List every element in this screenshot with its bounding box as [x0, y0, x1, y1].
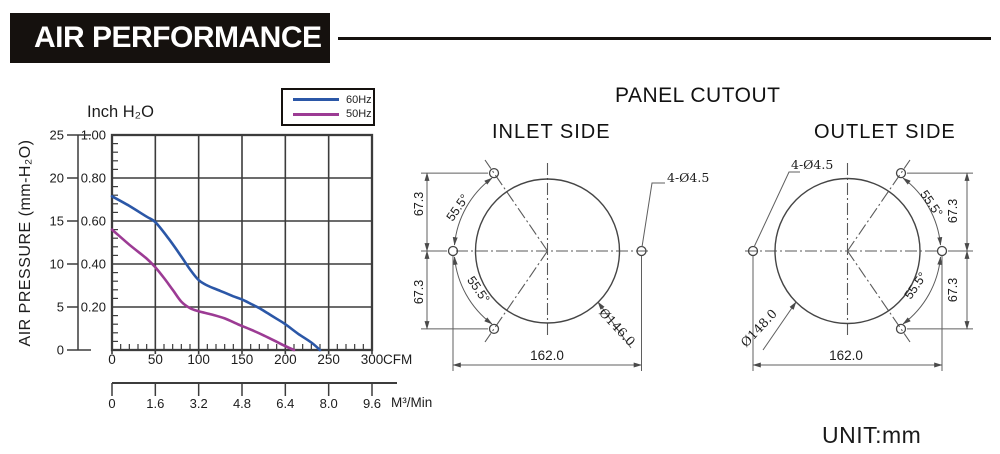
- svg-text:8.0: 8.0: [320, 396, 338, 411]
- header-banner: AIR PERFORMANCE: [10, 13, 330, 63]
- unit-label: UNIT:mm: [822, 422, 922, 448]
- outlet-diameter-label: Ø148.0: [738, 306, 780, 350]
- svg-text:4.8: 4.8: [233, 396, 251, 411]
- svg-text:0: 0: [108, 352, 116, 367]
- svg-text:10: 10: [50, 257, 64, 272]
- svg-text:0.20: 0.20: [81, 300, 106, 315]
- svg-text:0.40: 0.40: [81, 257, 106, 272]
- svg-text:1.00: 1.00: [81, 128, 106, 143]
- inlet-centerlines: [456, 159, 650, 343]
- curve-60hz: [110, 195, 322, 352]
- inlet-angle-arcs: [452, 177, 493, 325]
- cfm-axis-label: CFM: [383, 352, 412, 367]
- inch-axis-title: Inch H₂O: [87, 103, 154, 121]
- svg-text:6.4: 6.4: [276, 396, 294, 411]
- legend-item-50hz: 50Hz: [293, 107, 372, 121]
- svg-text:0.80: 0.80: [81, 171, 106, 186]
- m3min-axis-label: M³/Min: [391, 395, 432, 410]
- outlet-drawing: 67.3 67.3 55.5° 55.5° 4-Ø4.5 Ø148.0 162.…: [738, 157, 973, 371]
- outlet-mounting-holes: [747, 167, 948, 335]
- legend-item-60hz: 60Hz: [293, 93, 372, 107]
- page-title: AIR PERFORMANCE: [34, 21, 322, 54]
- outlet-vertical-dim-top: 67.3: [946, 199, 960, 223]
- outlet-cutout-circle: [774, 177, 921, 325]
- svg-text:0: 0: [57, 343, 64, 358]
- inlet-cutout-circle: [474, 178, 621, 324]
- svg-text:15: 15: [50, 214, 64, 229]
- svg-text:5: 5: [57, 300, 64, 315]
- svg-text:200: 200: [274, 352, 297, 367]
- inlet-mounting-holes: [447, 167, 647, 335]
- svg-text:0.60: 0.60: [81, 214, 106, 229]
- outlet-vertical-dim-bottom: 67.3: [946, 278, 960, 302]
- inlet-dimension-lines: [421, 172, 665, 371]
- outlet-dimension-lines: [752, 171, 973, 371]
- outlet-centerlines: [745, 159, 939, 343]
- svg-text:300: 300: [361, 352, 384, 367]
- panel-cutout-title: PANEL CUTOUT: [615, 84, 781, 107]
- svg-text:1.6: 1.6: [146, 396, 164, 411]
- chart-legend: 60Hz 50Hz: [281, 88, 375, 126]
- svg-text:100: 100: [187, 352, 210, 367]
- inlet-angle-label-top: 55.5°: [444, 192, 472, 224]
- svg-text:150: 150: [231, 352, 254, 367]
- svg-text:9.6: 9.6: [363, 396, 381, 411]
- inlet-width-dim: 162.0: [530, 348, 564, 363]
- inlet-vertical-dim-bottom: 67.3: [412, 280, 426, 304]
- inlet-angle-label-bottom: 55.5°: [464, 274, 492, 306]
- svg-text:0: 0: [108, 396, 115, 411]
- outlet-side-title: OUTLET SIDE: [814, 121, 956, 143]
- legend-line-50hz: [293, 112, 339, 116]
- legend-line-60hz: [293, 98, 339, 102]
- outlet-hole-spec-label: 4-Ø4.5: [791, 157, 833, 172]
- svg-text:20: 20: [50, 171, 64, 186]
- pressure-axis-title: AIR PRESSURE (mm-H₂O): [17, 140, 34, 347]
- outlet-angle-arcs: [902, 177, 943, 325]
- inlet-diameter-label: Ø146.0: [596, 305, 638, 349]
- svg-text:25: 25: [50, 128, 64, 143]
- legend-label-50hz: 50Hz: [346, 108, 372, 121]
- inlet-hole-spec-label: 4-Ø4.5: [667, 170, 709, 185]
- legend-label-60hz: 60Hz: [346, 93, 372, 106]
- svg-text:3.2: 3.2: [190, 396, 208, 411]
- outlet-angle-label-bottom: 55.5°: [902, 270, 930, 302]
- inlet-side-title: INLET SIDE: [492, 121, 611, 143]
- outlet-width-dim: 162.0: [829, 348, 863, 363]
- svg-text:50: 50: [148, 352, 163, 367]
- inlet-vertical-dim-top: 67.3: [412, 192, 426, 216]
- curve-50hz: [110, 228, 296, 352]
- svg-text:250: 250: [317, 352, 340, 367]
- header-rule: [338, 37, 991, 40]
- inlet-drawing: 67.3 67.3 55.5° 55.5° 4-Ø4.5 Ø146.0 162.…: [412, 159, 709, 371]
- outlet-angle-label-top: 55.5°: [917, 188, 945, 220]
- performance-chart: 0 50 100 150 200 250 3001.000.800.600.400.2025…: [50, 128, 397, 411]
